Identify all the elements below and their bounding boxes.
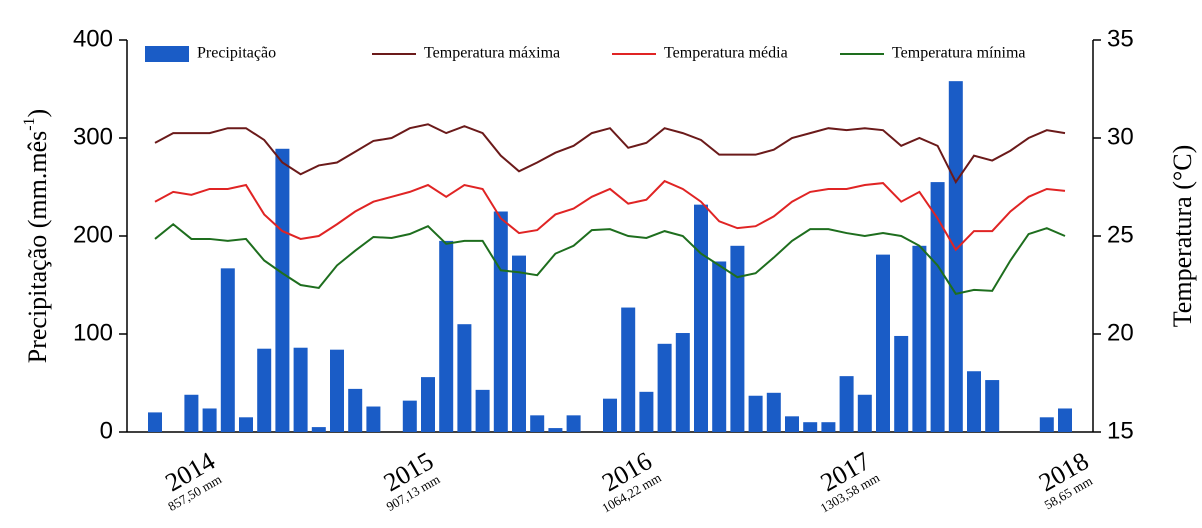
y-label-close: ) bbox=[23, 109, 52, 118]
bar bbox=[239, 417, 253, 432]
y2-tick-label: 20 bbox=[1107, 319, 1134, 346]
bar bbox=[748, 395, 763, 432]
bar bbox=[621, 307, 636, 432]
legend-label: Temperatura média bbox=[664, 45, 788, 62]
bar bbox=[694, 204, 708, 432]
bar bbox=[311, 427, 326, 432]
bar bbox=[675, 333, 690, 432]
bar bbox=[366, 406, 381, 432]
bar bbox=[257, 348, 272, 432]
bar bbox=[457, 324, 472, 432]
bar bbox=[712, 261, 727, 432]
bar bbox=[293, 347, 308, 432]
y-tick-label: 300 bbox=[73, 123, 113, 150]
y-tick-label: 200 bbox=[73, 221, 113, 248]
legend-label: Temperatura mínima bbox=[892, 45, 1026, 62]
bar bbox=[930, 182, 945, 432]
bar bbox=[821, 422, 836, 432]
y2-tick-label: 15 bbox=[1107, 417, 1134, 444]
bar bbox=[948, 81, 963, 432]
y-tick-label: 100 bbox=[73, 319, 113, 346]
bar bbox=[639, 391, 654, 432]
bar bbox=[985, 380, 1000, 432]
y2-axis-label: Temperatura (°C) bbox=[1168, 145, 1197, 328]
legend-swatch bbox=[145, 46, 189, 62]
bar bbox=[857, 394, 872, 432]
bar bbox=[894, 335, 909, 432]
bar bbox=[530, 415, 545, 432]
bar bbox=[148, 412, 162, 432]
bar bbox=[202, 408, 217, 432]
bar bbox=[275, 148, 290, 432]
bar bbox=[785, 416, 799, 432]
bar bbox=[912, 245, 927, 432]
line bbox=[154, 222, 1066, 295]
y-tick-label: 400 bbox=[73, 25, 113, 52]
bar bbox=[803, 422, 818, 432]
y-label-text: Precipitação (mm.mês bbox=[23, 131, 52, 363]
legend-label: Temperatura máxima bbox=[424, 45, 560, 62]
bar bbox=[421, 377, 435, 432]
y2-tick-label: 35 bbox=[1107, 25, 1134, 52]
bar bbox=[512, 255, 526, 432]
bar bbox=[1039, 417, 1054, 432]
bar bbox=[657, 343, 672, 432]
legend-label: Precipitação bbox=[197, 45, 276, 62]
bar bbox=[475, 389, 490, 432]
bar bbox=[548, 428, 563, 432]
bar bbox=[348, 388, 363, 432]
y2-tick-label: 25 bbox=[1107, 221, 1134, 248]
bar bbox=[566, 415, 581, 432]
line bbox=[154, 123, 1066, 185]
bar bbox=[730, 245, 745, 432]
y-label-sup: -1 bbox=[21, 117, 38, 130]
bar bbox=[220, 268, 235, 432]
y-axis-label: Precipitação (mm.mês-1) bbox=[21, 109, 52, 363]
bar bbox=[184, 394, 199, 432]
line bbox=[154, 179, 1066, 252]
bar bbox=[493, 211, 508, 432]
bar bbox=[1058, 408, 1072, 432]
bar bbox=[967, 371, 981, 432]
bar bbox=[402, 400, 417, 432]
y-tick-label: 0 bbox=[100, 417, 113, 444]
bar bbox=[330, 349, 344, 432]
bar bbox=[766, 392, 781, 432]
bar bbox=[603, 398, 617, 432]
bar bbox=[839, 376, 854, 432]
bar bbox=[876, 254, 890, 432]
bar bbox=[439, 240, 454, 432]
y2-tick-label: 30 bbox=[1107, 123, 1134, 150]
